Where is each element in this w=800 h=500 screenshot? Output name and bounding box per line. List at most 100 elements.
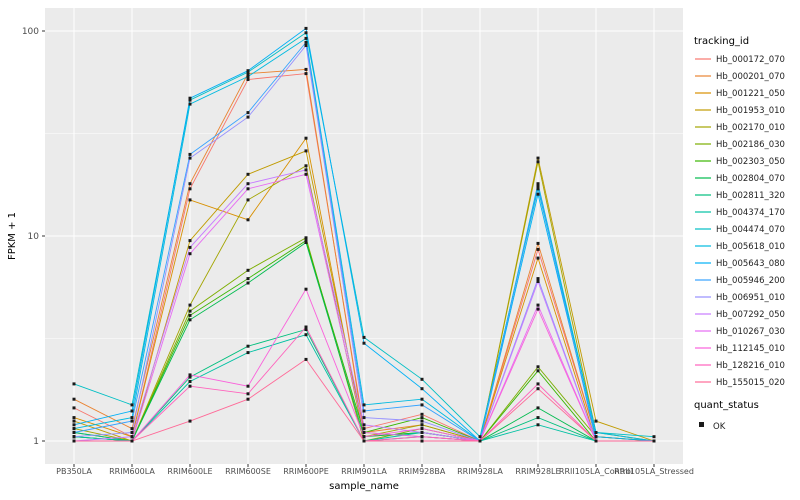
data-point (246, 351, 250, 355)
legend-item: Hb_000201_070 (695, 72, 785, 82)
data-point (246, 198, 250, 202)
data-point (420, 387, 424, 391)
legend-item: Hb_002811_320 (695, 191, 785, 201)
data-point (536, 307, 540, 311)
data-point (304, 72, 308, 76)
legend-item-label: Hb_007292_050 (716, 310, 785, 320)
data-point (362, 409, 366, 413)
legend-item-label: Hb_004474_070 (716, 225, 785, 235)
legend-item-label: Hb_002804_070 (716, 174, 785, 184)
data-point (188, 152, 192, 156)
data-point (304, 136, 308, 140)
x-tick-label: RRIM600LA (109, 467, 155, 476)
data-point (72, 416, 76, 420)
data-point (130, 409, 134, 413)
data-point (246, 281, 250, 285)
data-point (188, 198, 192, 202)
data-point (188, 303, 192, 307)
data-point (536, 247, 540, 251)
data-point (536, 182, 540, 186)
data-point (362, 423, 366, 427)
legend-item: Hb_002170_010 (695, 123, 785, 133)
data-point (188, 375, 192, 379)
x-axis-ticks: PB350LA RRIM600LA RRIM600LE RRIM600SE RRIM60… (56, 464, 694, 476)
data-point (304, 149, 308, 153)
data-point (362, 403, 366, 407)
data-point (420, 423, 424, 427)
data-point (304, 164, 308, 168)
data-point (72, 431, 76, 434)
data-point (594, 439, 598, 443)
data-point (246, 384, 250, 388)
data-point (304, 44, 308, 47)
data-point (246, 172, 250, 176)
data-point (420, 439, 424, 443)
data-point (130, 439, 134, 443)
data-point (362, 435, 366, 439)
x-tick-label: PB350LA (56, 467, 92, 476)
x-tick-label: RRIM928LA (457, 467, 503, 476)
data-point (72, 423, 76, 427)
data-point (420, 427, 424, 431)
legend-item-label: Hb_004374_170 (716, 208, 785, 218)
legend-item-label: Hb_155015_020 (716, 378, 785, 388)
data-point (536, 156, 540, 160)
data-point (304, 241, 308, 244)
legend-item: Hb_004474_070 (695, 225, 785, 235)
data-point (188, 318, 192, 322)
x-tick-label: RRIM600SE (225, 467, 271, 476)
data-point (420, 431, 424, 434)
x-tick-label: RRIM600LE (167, 467, 212, 476)
data-point (304, 239, 308, 243)
data-point (188, 245, 192, 249)
legend-item: Hb_128216_010 (695, 361, 785, 371)
data-point (72, 427, 76, 431)
data-point (536, 187, 540, 191)
data-point (420, 412, 424, 416)
data-point (304, 287, 308, 291)
data-point (536, 192, 540, 196)
data-point (246, 218, 250, 222)
legend-item-label: Hb_000201_070 (716, 72, 785, 82)
legend-item-label: Hb_002186_030 (716, 140, 785, 150)
data-point (536, 280, 540, 283)
data-point (536, 303, 540, 307)
data-point (304, 168, 308, 172)
y-tick-label: 100 (22, 27, 39, 37)
data-point (72, 439, 76, 443)
legend-item-label: Hb_128216_010 (716, 361, 785, 371)
data-point (188, 96, 192, 100)
legend-item: Hb_006951_010 (695, 293, 785, 303)
data-point (536, 423, 540, 427)
data-point (188, 102, 192, 106)
data-point (246, 69, 250, 73)
data-point (536, 369, 540, 373)
legend-item: Hb_005946_200 (695, 276, 785, 286)
data-point (130, 431, 134, 434)
legend-item: Hb_000172_070 (695, 55, 785, 65)
data-point (246, 187, 250, 191)
data-point (188, 182, 192, 186)
data-point (188, 419, 192, 423)
data-point (130, 416, 134, 420)
data-point (536, 277, 540, 281)
legend-item: Hb_001953_010 (695, 106, 785, 116)
data-point (246, 277, 250, 281)
data-point (188, 384, 192, 388)
x-tick-label: RRIM600PE (283, 467, 329, 476)
data-point (594, 419, 598, 423)
data-point (536, 256, 540, 260)
data-point (362, 335, 366, 339)
legend-item: Hb_155015_020 (695, 378, 785, 388)
legend-item-label: Hb_005946_200 (716, 276, 785, 286)
y-tick-label: 10 (28, 232, 40, 242)
legend-item: Hb_001221_050 (695, 89, 785, 99)
data-point (246, 75, 250, 78)
data-point (304, 26, 308, 30)
quant-status-ok-label: OK (713, 422, 726, 432)
data-point (304, 357, 308, 361)
data-point (536, 241, 540, 245)
data-point (652, 435, 656, 439)
data-point (72, 435, 76, 439)
data-point (362, 427, 366, 431)
